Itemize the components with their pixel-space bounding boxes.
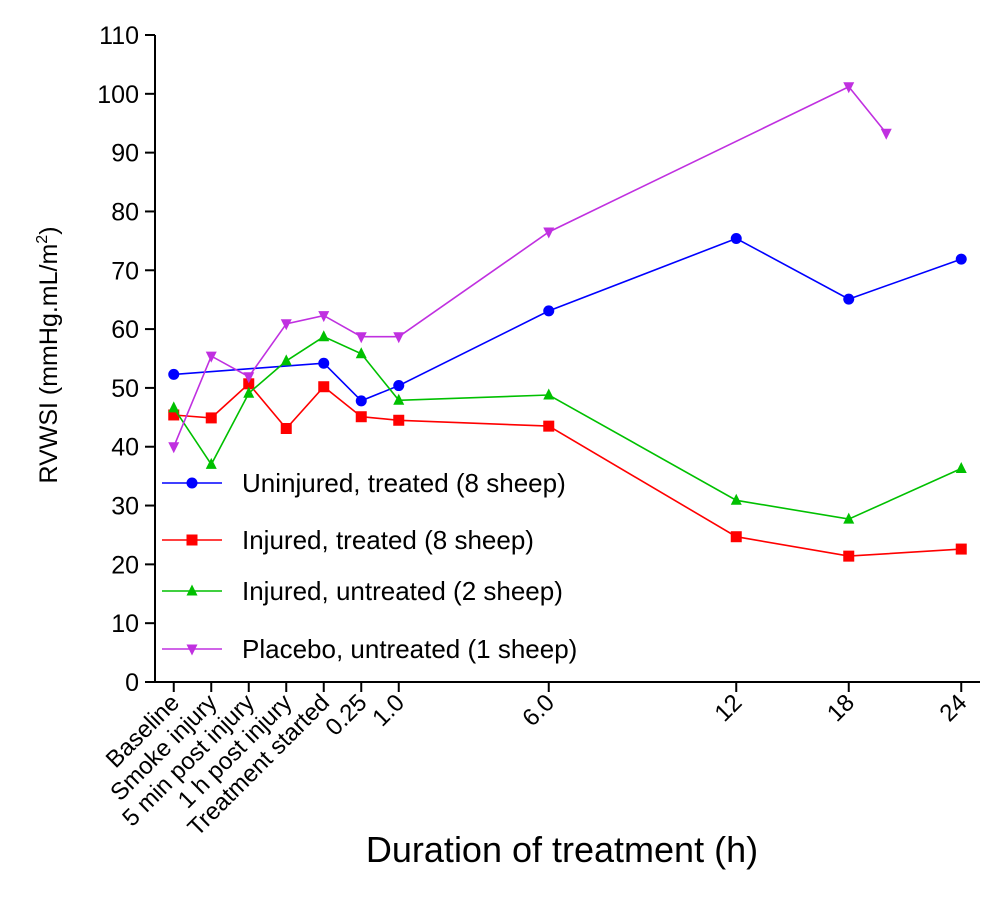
data-point [318, 357, 330, 369]
legend-label: Uninjured, treated (8 sheep) [242, 468, 566, 498]
series-3 [168, 330, 967, 524]
y-tick-label: 50 [111, 375, 139, 403]
legend-label: Injured, untreated (2 sheep) [242, 576, 563, 606]
y-axis-title-close: ) [35, 226, 63, 234]
y-tick-label: 0 [125, 669, 139, 697]
data-point [168, 401, 180, 413]
y-axis-title-sup: 2 [34, 235, 51, 244]
x-tick-label: 12 [710, 689, 748, 727]
data-point [355, 395, 367, 407]
legend-marker [186, 477, 198, 489]
series-line [173, 85, 887, 448]
legend-label: Injured, treated (8 sheep) [242, 525, 534, 555]
data-point [730, 493, 742, 505]
legend-marker [186, 534, 198, 546]
x-tick-label: 6.0 [517, 689, 560, 732]
axes [154, 35, 980, 683]
data-point [730, 531, 742, 543]
y-tick-label: 10 [111, 610, 139, 638]
data-point [843, 293, 855, 305]
y-tick-label: 110 [99, 22, 139, 50]
x-tick-label: 24 [935, 689, 973, 727]
data-point [280, 354, 292, 366]
data-point [843, 82, 855, 94]
data-point [243, 372, 255, 384]
data-point [543, 388, 555, 400]
data-point [168, 409, 180, 421]
data-point [543, 305, 555, 317]
series-4 [168, 82, 892, 454]
x-tick-label: 0.25 [320, 689, 372, 741]
y-tick-label: 100 [97, 81, 139, 109]
data-point [318, 311, 330, 323]
legend-item: Injured, treated (8 sheep) [162, 525, 534, 555]
data-point [355, 347, 367, 359]
y-tick-label: 70 [111, 257, 139, 285]
data-point [393, 380, 405, 392]
y-ticks: 0 10 20 30 40 50 60 70 80 90 100 110 [97, 22, 155, 697]
legend-marker [186, 584, 198, 596]
data-point [318, 381, 330, 393]
data-point [280, 422, 292, 434]
data-point [280, 319, 292, 331]
legend-item: Injured, untreated (2 sheep) [162, 576, 563, 606]
legend-item: Placebo, untreated (1 sheep) [162, 634, 577, 664]
x-tick-label: 1.0 [367, 689, 410, 732]
y-tick-label: 90 [111, 140, 139, 168]
data-point [543, 227, 555, 239]
data-point [205, 457, 217, 469]
y-tick-label: 30 [111, 493, 139, 521]
data-point [843, 550, 855, 562]
data-point [243, 386, 255, 398]
legend-marker [186, 644, 198, 656]
data-point [955, 461, 967, 473]
series-1 [168, 233, 967, 407]
y-axis-title-main: RVWSI (mmHg.mL/m [35, 244, 63, 484]
data-point [393, 393, 405, 405]
data-point [393, 332, 405, 344]
legend: Uninjured, treated (8 sheep) Injured, tre… [162, 468, 577, 664]
data-point [393, 414, 405, 426]
y-axis-title: RVWSI (mmHg.mL/m2) [34, 226, 63, 483]
series-line [173, 237, 962, 402]
y-tick-label: 40 [111, 434, 139, 462]
data-point [168, 368, 180, 380]
y-tick-label: 20 [111, 551, 139, 579]
data-point [543, 420, 555, 432]
y-tick-label: 80 [111, 198, 139, 226]
data-point [205, 412, 217, 424]
data-point [730, 233, 742, 245]
data-point [243, 378, 255, 390]
data-point [318, 330, 330, 342]
data-point [955, 253, 967, 265]
series-2 [168, 378, 967, 562]
x-axis-title: Duration of treatment (h) [366, 829, 758, 870]
data-point [843, 512, 855, 524]
data-point [168, 442, 180, 454]
data-point [355, 332, 367, 344]
legend-label: Placebo, untreated (1 sheep) [242, 634, 577, 664]
data-point [355, 411, 367, 423]
data-point [205, 351, 217, 363]
y-tick-label: 60 [111, 316, 139, 344]
series-layer [168, 82, 967, 562]
data-point [880, 128, 892, 140]
legend-item: Uninjured, treated (8 sheep) [162, 468, 566, 498]
x-tick-label: 18 [822, 689, 860, 727]
data-point [955, 543, 967, 555]
